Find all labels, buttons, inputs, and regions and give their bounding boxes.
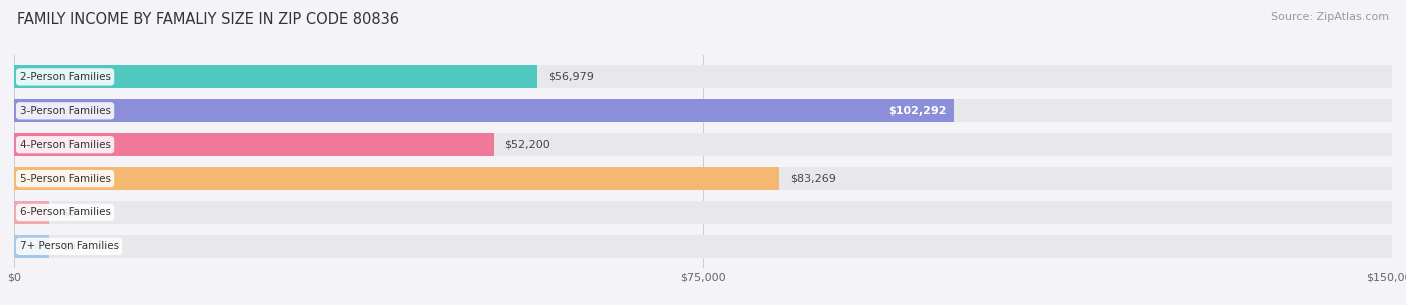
- Bar: [14, 201, 1392, 224]
- Text: 6-Person Families: 6-Person Families: [20, 207, 111, 217]
- Text: $52,200: $52,200: [505, 140, 550, 150]
- Text: 7+ Person Families: 7+ Person Families: [20, 241, 118, 251]
- Text: $56,979: $56,979: [548, 72, 595, 82]
- Bar: [14, 99, 953, 122]
- Bar: [14, 65, 1392, 88]
- Text: $83,269: $83,269: [790, 174, 835, 184]
- Text: 2-Person Families: 2-Person Families: [20, 72, 111, 82]
- Text: $0: $0: [62, 207, 76, 217]
- Bar: [14, 133, 494, 156]
- Text: FAMILY INCOME BY FAMALIY SIZE IN ZIP CODE 80836: FAMILY INCOME BY FAMALIY SIZE IN ZIP COD…: [17, 12, 399, 27]
- Bar: [14, 167, 779, 190]
- Text: $0: $0: [62, 241, 76, 251]
- Text: Source: ZipAtlas.com: Source: ZipAtlas.com: [1271, 12, 1389, 22]
- Bar: [14, 167, 1392, 190]
- Text: $102,292: $102,292: [889, 106, 946, 116]
- Text: 5-Person Families: 5-Person Families: [20, 174, 111, 184]
- Text: 4-Person Families: 4-Person Families: [20, 140, 111, 150]
- Bar: [14, 201, 48, 224]
- Bar: [14, 133, 1392, 156]
- Text: 3-Person Families: 3-Person Families: [20, 106, 111, 116]
- Bar: [14, 235, 1392, 258]
- Bar: [14, 235, 48, 258]
- Bar: [14, 99, 1392, 122]
- Bar: [14, 65, 537, 88]
